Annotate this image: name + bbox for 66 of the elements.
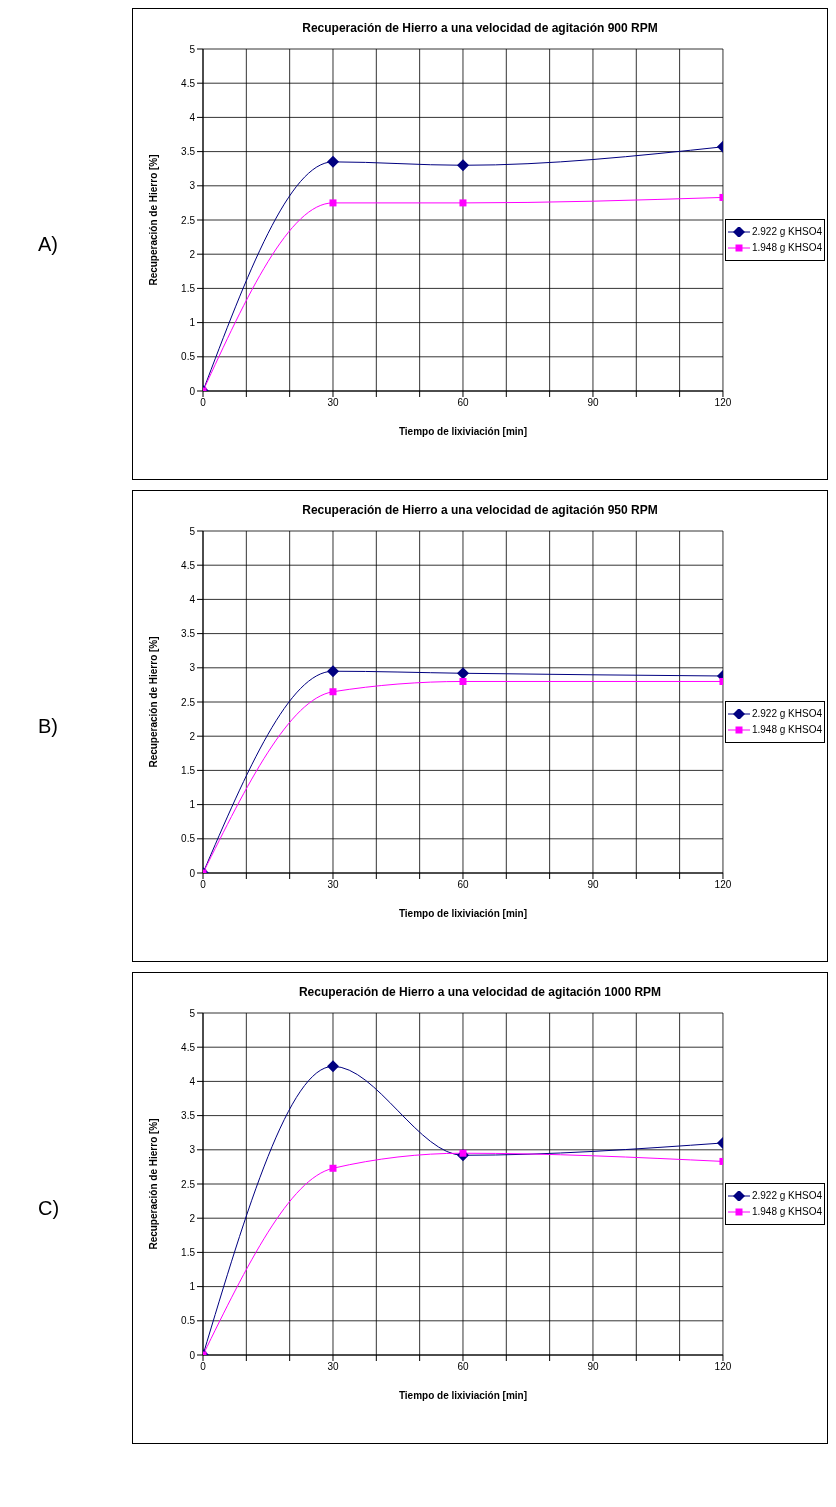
y-tick-label: 4.5 [181,559,196,571]
x-tick-label: 0 [200,1361,207,1373]
x-axis-title: Tiempo de lixiviación [min] [398,1390,528,1401]
text: C) [38,1196,61,1220]
y-tick-label: 1 [189,317,196,329]
chart-title: Recuperación de Hierro a una velocidad de agitación 900 RPM [301,21,659,35]
x-tick-label: 0 [200,879,207,891]
legend-label: 2.922 g KHSO4 [751,1189,822,1203]
y-tick-label: 5 [189,1007,196,1019]
y-tick-label: 5 [189,43,196,55]
legend-label: 1.948 g KHSO4 [751,723,822,737]
text: B) [38,714,59,738]
y-tick-label: 1 [189,799,196,811]
y-tick-label: 2 [189,1212,196,1224]
legend-label: 2.922 g KHSO4 [751,707,822,721]
y-tick-label: 3 [189,1144,196,1156]
y-tick-label: 1 [189,1281,196,1293]
chart-title: Recuperación de Hierro a una velocidad de agitación 1000 RPM [297,985,663,999]
y-axis-title: Recuperación de Hierro [%] [147,1118,159,1250]
y-tick-label: 2.5 [181,214,196,226]
x-tick-label: 30 [327,1361,339,1373]
y-tick-label: 1.5 [181,282,196,294]
y-axis-title: Recuperación de Hierro [%] [147,636,159,768]
x-tick-label: 60 [457,879,469,891]
y-tick-label: 5 [189,525,196,537]
x-tick-label: 90 [587,1361,599,1373]
y-tick-label: 3.5 [181,628,196,640]
x-tick-label: 120 [714,397,732,409]
x-tick-label: 30 [327,397,339,409]
y-tick-label: 4 [189,111,196,123]
x-tick-label: 90 [587,397,599,409]
y-tick-label: 3 [189,180,196,192]
y-axis-title: Recuperación de Hierro [%] [147,154,159,286]
y-tick-label: 2.5 [181,696,196,708]
x-tick-label: 30 [327,879,339,891]
y-tick-label: 2.5 [181,1178,196,1190]
y-tick-label: 1.5 [181,764,196,776]
x-axis-title: Tiempo de lixiviación [min] [398,426,528,437]
x-tick-label: 60 [457,1361,469,1373]
y-tick-label: 4 [189,1075,196,1087]
chart-title: Recuperación de Hierro a una velocidad de agitación 950 RPM [301,503,659,517]
y-tick-label: 4.5 [181,77,196,89]
x-tick-label: 120 [714,879,732,891]
x-tick-label: 120 [714,1361,732,1373]
y-tick-label: 3 [189,662,196,674]
x-axis-title: Tiempo de lixiviación [min] [398,908,528,919]
y-tick-label: 0 [189,385,196,397]
y-tick-label: 0 [189,1349,196,1361]
y-tick-label: 0 [189,867,196,879]
y-tick-label: 4 [189,593,196,605]
legend-label: 1.948 g KHSO4 [751,1205,822,1219]
y-tick-label: 0.5 [181,1315,196,1327]
y-tick-label: 0.5 [181,351,196,363]
y-tick-label: 2 [189,248,196,260]
text: A) [38,232,59,256]
x-tick-label: 0 [200,397,207,409]
y-tick-label: 0.5 [181,833,196,845]
x-tick-label: 60 [457,397,469,409]
y-tick-label: 3.5 [181,146,196,158]
y-tick-label: 1.5 [181,1246,196,1258]
x-tick-label: 90 [587,879,599,891]
y-tick-label: 3.5 [181,1110,196,1122]
legend-label: 2.922 g KHSO4 [751,225,822,239]
y-tick-label: 4.5 [181,1041,196,1053]
y-tick-label: 2 [189,730,196,742]
legend-label: 1.948 g KHSO4 [751,241,822,255]
